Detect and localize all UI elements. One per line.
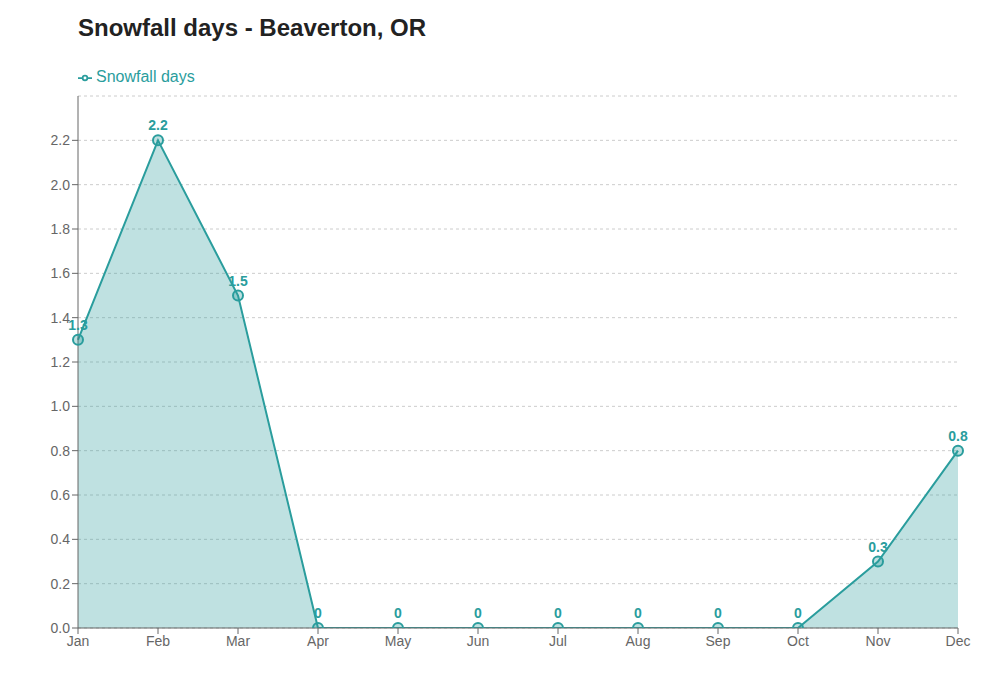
svg-text:0: 0 [554, 605, 562, 621]
svg-text:Oct: Oct [787, 633, 809, 649]
svg-text:2.2: 2.2 [148, 117, 168, 133]
svg-text:Jul: Jul [549, 633, 567, 649]
svg-text:Aug: Aug [626, 633, 651, 649]
svg-text:1.8: 1.8 [51, 221, 71, 237]
svg-text:0.2: 0.2 [51, 576, 71, 592]
svg-text:Dec: Dec [946, 633, 971, 649]
svg-text:0.8: 0.8 [948, 428, 968, 444]
svg-text:0: 0 [314, 605, 322, 621]
svg-text:0: 0 [474, 605, 482, 621]
svg-text:0.4: 0.4 [51, 531, 71, 547]
svg-text:0: 0 [794, 605, 802, 621]
html-text:Snowfall days: Snowfall days [96, 68, 195, 85]
svg-text:Nov: Nov [866, 633, 891, 649]
svg-text:Jun: Jun [467, 633, 490, 649]
svg-text:1.2: 1.2 [51, 354, 71, 370]
svg-text:1.4: 1.4 [51, 310, 71, 326]
svg-text:Sep: Sep [706, 633, 731, 649]
svg-text:May: May [385, 633, 411, 649]
svg-text:Mar: Mar [226, 633, 250, 649]
svg-text:1.6: 1.6 [51, 265, 71, 281]
svg-text:Jan: Jan [67, 633, 90, 649]
svg-text:Feb: Feb [146, 633, 170, 649]
svg-text:1.3: 1.3 [68, 317, 88, 333]
svg-text:0: 0 [714, 605, 722, 621]
html-text:Snowfall days - Beaverton, OR: Snowfall days - Beaverton, OR [78, 14, 427, 41]
svg-text:2.2: 2.2 [51, 132, 71, 148]
svg-text:0.6: 0.6 [51, 487, 71, 503]
svg-text:1.5: 1.5 [228, 273, 248, 289]
svg-text:1.0: 1.0 [51, 398, 71, 414]
svg-text:Apr: Apr [307, 633, 329, 649]
svg-text:0: 0 [394, 605, 402, 621]
svg-text:2.0: 2.0 [51, 177, 71, 193]
svg-text:0.8: 0.8 [51, 443, 71, 459]
svg-text:0: 0 [634, 605, 642, 621]
svg-text:0.3: 0.3 [868, 539, 888, 555]
svg-text:0.0: 0.0 [51, 620, 71, 636]
